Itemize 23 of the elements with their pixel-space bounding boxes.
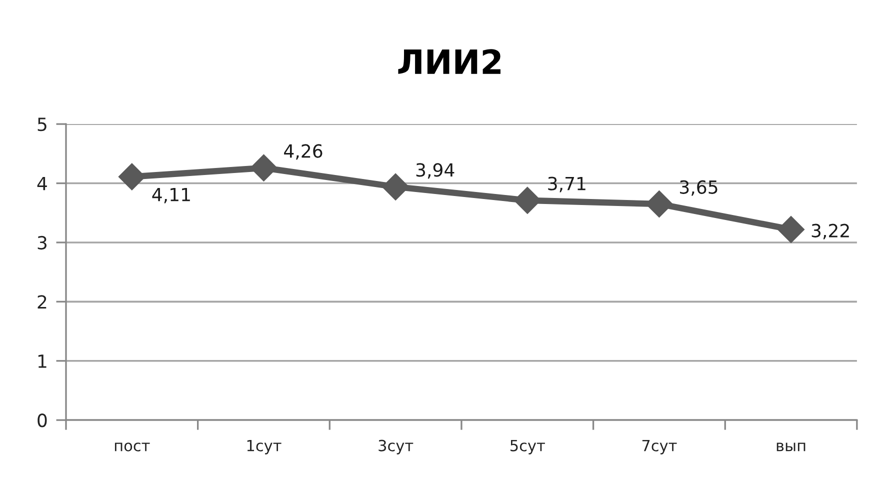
- y-tick-label: 4: [37, 176, 47, 190]
- data-label: 3,65: [680, 180, 718, 196]
- point: [118, 163, 146, 190]
- y-tick-label: 1: [38, 354, 46, 368]
- data-label: 3,94: [416, 163, 454, 179]
- x-tick-label: 7сут: [642, 440, 677, 454]
- x-tick-label: 5сут: [510, 440, 545, 454]
- x-tick-label: вып: [776, 442, 806, 452]
- y-tick-label: 0: [38, 414, 47, 428]
- x-tick-label: 1сут: [247, 440, 282, 454]
- point: [250, 154, 278, 182]
- x-tick-label: 3сут: [378, 440, 414, 454]
- y-tick-label: 2: [38, 295, 46, 309]
- chart-title: ЛИИ2: [398, 49, 500, 74]
- x-tick-label: пост: [114, 442, 150, 452]
- data-label: 3,71: [548, 176, 586, 192]
- y-tick-label: 3: [38, 236, 46, 250]
- data-label: 3,22: [812, 224, 849, 240]
- point: [382, 173, 410, 200]
- data-label: 4,26: [284, 144, 322, 160]
- point: [778, 216, 804, 243]
- data-label: 4,11: [152, 188, 190, 204]
- y-tick-label: 5: [38, 118, 46, 132]
